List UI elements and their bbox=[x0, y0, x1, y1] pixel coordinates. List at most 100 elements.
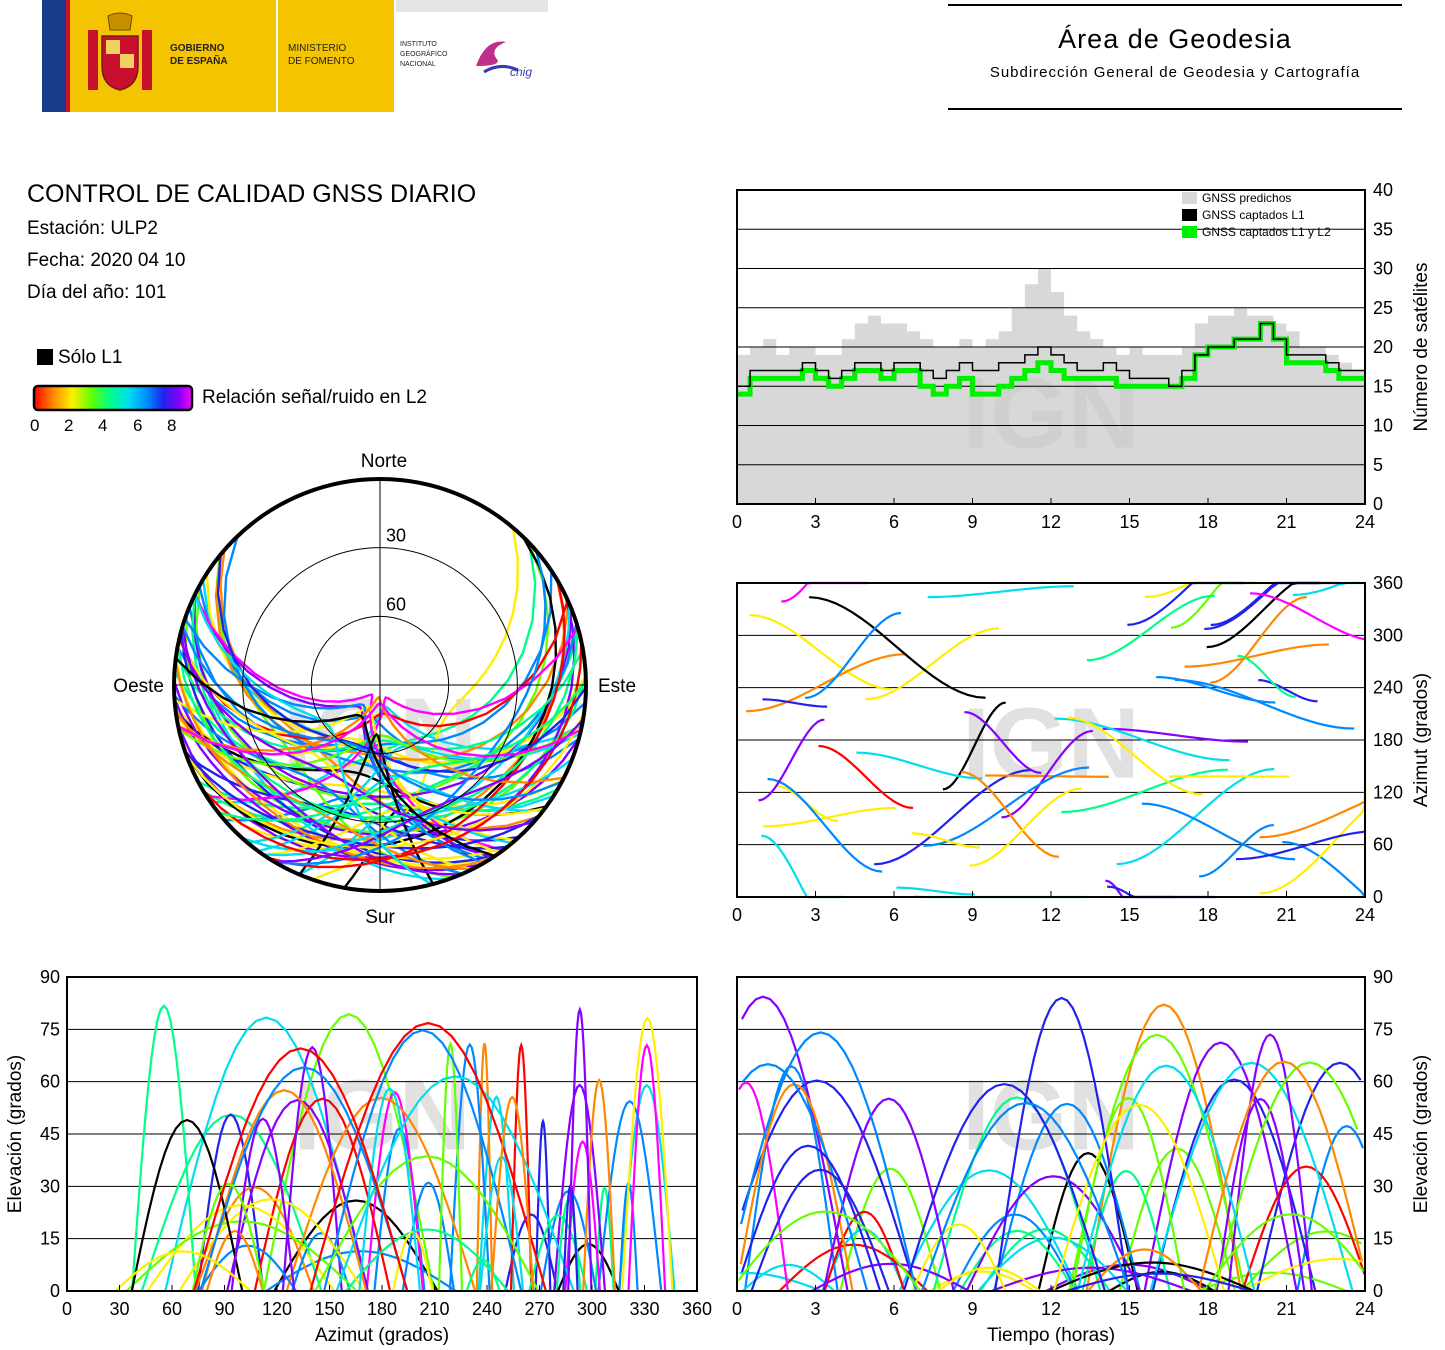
snr-tick: 6 bbox=[133, 416, 143, 435]
satellite-track bbox=[193, 593, 493, 859]
satellite-track bbox=[178, 695, 565, 784]
azimuth-track bbox=[1061, 768, 1229, 814]
y-tick-label: 45 bbox=[40, 1124, 60, 1144]
elevation-time-track bbox=[1149, 1061, 1354, 1292]
x-tick-label: 6 bbox=[889, 905, 899, 925]
elevation-time-track bbox=[1076, 1064, 1256, 1292]
area-header: Área de Geodesia Subdirección General de… bbox=[948, 0, 1402, 112]
azimuth-track bbox=[969, 787, 1082, 867]
azimuth-track bbox=[1259, 781, 1367, 895]
x-tick-label: 240 bbox=[472, 1299, 502, 1319]
x-tick-label: 330 bbox=[629, 1299, 659, 1319]
y-tick-label: 20 bbox=[1373, 337, 1393, 357]
y-axis-label: Elevación (grados) bbox=[5, 1055, 26, 1213]
legend-label: GNSS captados L1 y L2 bbox=[1202, 225, 1331, 239]
azimuth-track bbox=[746, 653, 905, 713]
solo-l1-label: Sólo L1 bbox=[58, 347, 123, 368]
station-label: Estación: ULP2 bbox=[27, 218, 158, 239]
y-tick-label: 35 bbox=[1373, 219, 1393, 239]
azimuth-track bbox=[763, 806, 896, 828]
x-tick-label: 9 bbox=[967, 1299, 977, 1319]
x-tick-label: 0 bbox=[732, 512, 742, 532]
x-tick-label: 15 bbox=[1119, 512, 1139, 532]
y-tick-label: 0 bbox=[1373, 494, 1383, 514]
date-label: Fecha: 2020 04 10 bbox=[27, 250, 186, 271]
elevation-time-track bbox=[1037, 1151, 1139, 1292]
elevation-track bbox=[199, 1066, 409, 1292]
elevation-track bbox=[146, 1204, 335, 1292]
solo-l1-swatch bbox=[37, 349, 53, 365]
satellite-track bbox=[217, 680, 587, 822]
y-tick-label: 45 bbox=[1373, 1124, 1393, 1144]
azimuth-track bbox=[1067, 716, 1203, 796]
satellite-track bbox=[222, 535, 578, 774]
east-label: Este bbox=[598, 676, 636, 697]
x-tick-label: 3 bbox=[810, 1299, 820, 1319]
elevation-track bbox=[226, 1098, 369, 1292]
azimuth-track bbox=[964, 710, 1042, 775]
elevation-track bbox=[553, 1083, 607, 1292]
satellite-track bbox=[178, 637, 535, 832]
satellite-track bbox=[175, 649, 585, 753]
elevation-track bbox=[125, 1220, 358, 1292]
elevation-track bbox=[597, 1099, 663, 1292]
elevation-track bbox=[465, 1258, 501, 1292]
elevation-time-track bbox=[1215, 1097, 1306, 1292]
snr-ticks: 0 2 4 6 8 bbox=[27, 416, 197, 438]
elevation-track bbox=[314, 1155, 540, 1292]
y-tick-label: 60 bbox=[1373, 835, 1393, 855]
azimuth-track bbox=[896, 886, 975, 896]
x-tick-label: 24 bbox=[1355, 905, 1375, 925]
elevation-time-track bbox=[1066, 1272, 1252, 1293]
elevation-time-track bbox=[1087, 1248, 1202, 1292]
elevation-track bbox=[309, 1021, 547, 1292]
azimuth-track bbox=[1210, 581, 1319, 627]
elevation-time-track bbox=[739, 1083, 854, 1292]
y-tick-label: 15 bbox=[1373, 376, 1393, 396]
x-tick-label: 18 bbox=[1198, 512, 1218, 532]
y-tick-label: 0 bbox=[1373, 887, 1383, 907]
azimuth-track bbox=[1259, 787, 1367, 839]
y-axis-label: Número de satélites bbox=[1411, 263, 1432, 432]
azimuth-track bbox=[1210, 595, 1307, 684]
ign-name: INSTITUTO GEOGRÁFICO NACIONAL bbox=[400, 41, 448, 68]
azimuth-track bbox=[1001, 729, 1093, 819]
elevation-track bbox=[621, 1016, 674, 1292]
elevation-time-track bbox=[1197, 1060, 1363, 1292]
elevation-time-track bbox=[741, 1079, 918, 1292]
x-tick-label: 12 bbox=[1041, 905, 1061, 925]
x-tick-label: 150 bbox=[314, 1299, 344, 1319]
elevation-track bbox=[534, 1117, 552, 1292]
x-tick-label: 12 bbox=[1041, 512, 1061, 532]
azimuth-track bbox=[960, 770, 1059, 858]
y-tick-label: 90 bbox=[40, 967, 60, 987]
elevation-time-track bbox=[902, 1082, 1106, 1292]
azimuth-track bbox=[1282, 840, 1366, 898]
coat-of-arms-icon bbox=[88, 12, 152, 91]
y-tick-label: 60 bbox=[40, 1072, 60, 1092]
satellite-track bbox=[206, 626, 579, 802]
y-tick-label: 180 bbox=[1373, 730, 1403, 750]
x-tick-label: 270 bbox=[524, 1299, 554, 1319]
elevation-time-track bbox=[977, 1236, 1128, 1292]
elevation-time-track bbox=[937, 1266, 1041, 1292]
elevation-track bbox=[291, 1231, 352, 1292]
x-tick-label: 120 bbox=[262, 1299, 292, 1319]
x-tick-label: 24 bbox=[1355, 512, 1375, 532]
y-tick-label: 75 bbox=[1373, 1019, 1393, 1039]
y-tick-label: 240 bbox=[1373, 678, 1403, 698]
y-tick-label: 360 bbox=[1373, 573, 1403, 593]
y-tick-label: 30 bbox=[1373, 1176, 1393, 1196]
satellite-track bbox=[174, 657, 496, 858]
x-tick-label: 12 bbox=[1041, 1299, 1061, 1319]
y-tick-label: 30 bbox=[40, 1176, 60, 1196]
azimuth-track bbox=[818, 744, 914, 810]
flag-red-strip bbox=[66, 0, 70, 112]
ring-label: 60 bbox=[386, 594, 406, 614]
y-tick-label: 10 bbox=[1373, 416, 1393, 436]
legend-swatch bbox=[1182, 192, 1197, 204]
elevation-time-track bbox=[1143, 1041, 1298, 1292]
elevation-track bbox=[567, 1006, 593, 1292]
azimuth-track bbox=[809, 596, 986, 699]
legend-swatch bbox=[1182, 209, 1197, 221]
